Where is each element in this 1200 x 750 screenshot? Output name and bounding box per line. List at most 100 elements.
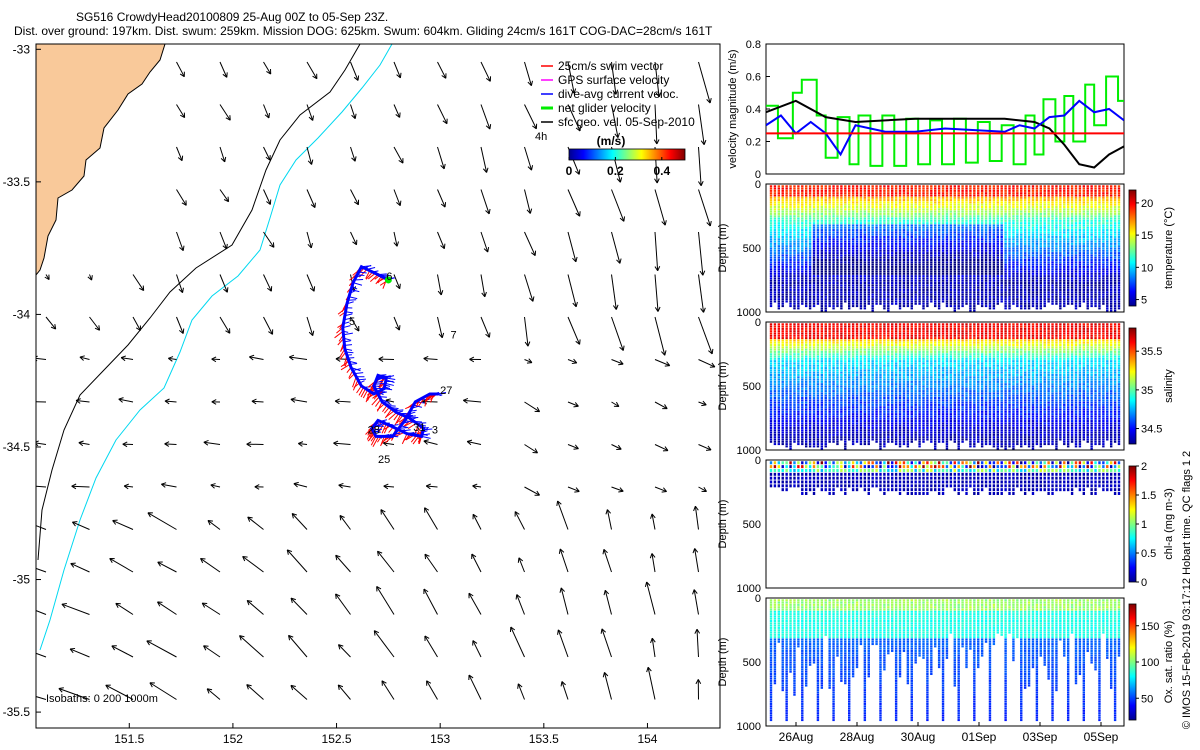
velocity-vector-head bbox=[149, 682, 155, 688]
swim-vector bbox=[376, 403, 385, 411]
profile-sample bbox=[1066, 265, 1070, 268]
profile-sample bbox=[969, 275, 972, 278]
profile-sample bbox=[1043, 293, 1046, 296]
profile-sample bbox=[820, 300, 824, 303]
profile-sample bbox=[949, 298, 953, 301]
profile-sample bbox=[973, 298, 976, 301]
profile-sample bbox=[801, 194, 804, 197]
profile-sample bbox=[1000, 268, 1003, 271]
profile-sample bbox=[902, 192, 906, 195]
profile-sample bbox=[902, 199, 906, 202]
profile-sample bbox=[867, 226, 870, 229]
profile-sample bbox=[801, 277, 804, 280]
profile-sample bbox=[1047, 212, 1050, 215]
profile-sample bbox=[969, 300, 972, 303]
velocity-vector-head bbox=[161, 482, 167, 488]
profile-sample bbox=[930, 235, 933, 238]
profile-sample bbox=[891, 222, 894, 225]
profile-sample bbox=[930, 270, 933, 273]
profile-sample bbox=[980, 187, 984, 190]
profile-sample bbox=[992, 199, 996, 202]
profile-sample bbox=[941, 245, 945, 248]
profile-sample bbox=[957, 300, 960, 303]
profile-sample bbox=[832, 298, 835, 301]
velocity-vector-head bbox=[249, 354, 255, 361]
profile-sample bbox=[769, 252, 773, 255]
profile-sample bbox=[1059, 270, 1062, 273]
profile-sample bbox=[1031, 282, 1035, 285]
profile-sample bbox=[812, 206, 816, 209]
profile-sample bbox=[871, 309, 874, 312]
swim-vector bbox=[366, 429, 373, 440]
profile-sample bbox=[953, 240, 956, 243]
profile-sample bbox=[1012, 270, 1015, 273]
profile-sample bbox=[914, 282, 917, 285]
profile-sample bbox=[1059, 305, 1062, 308]
profile-sample bbox=[848, 295, 851, 298]
profile-sample bbox=[1031, 291, 1035, 294]
profile-sample bbox=[988, 247, 992, 250]
profile-sample bbox=[808, 226, 812, 229]
profile-sample bbox=[773, 219, 777, 222]
profile-sample bbox=[891, 229, 894, 232]
profile-sample bbox=[769, 187, 773, 190]
profile-sample bbox=[930, 215, 933, 218]
profile-sample bbox=[945, 224, 949, 227]
profile-sample bbox=[984, 295, 988, 298]
profile-sample bbox=[887, 286, 890, 289]
velocity-vector bbox=[176, 189, 187, 206]
profile-sample bbox=[1039, 298, 1042, 301]
profile-sample bbox=[957, 231, 960, 234]
profile-sample bbox=[1059, 268, 1062, 271]
track-label: 25 bbox=[378, 454, 390, 466]
profile-sample bbox=[773, 201, 777, 204]
profile-sample bbox=[1031, 295, 1035, 298]
profile-sample bbox=[859, 293, 863, 296]
profile-sample bbox=[804, 254, 808, 257]
profile-sample bbox=[894, 212, 898, 215]
profile-sample bbox=[992, 233, 996, 236]
profile-sample bbox=[1000, 291, 1003, 294]
profile-sample bbox=[848, 254, 851, 257]
profile-sample bbox=[894, 231, 898, 234]
profile-sample bbox=[969, 286, 972, 289]
profile-sample bbox=[816, 224, 820, 227]
profile-sample bbox=[934, 192, 937, 195]
profile-sample bbox=[898, 279, 902, 282]
profile-sample bbox=[898, 231, 902, 234]
profile-sample bbox=[855, 270, 859, 273]
profile-sample bbox=[1004, 307, 1007, 310]
profile-sample bbox=[832, 201, 835, 204]
current-vector bbox=[436, 391, 447, 395]
profile-sample bbox=[851, 284, 855, 287]
profile-sample bbox=[859, 275, 863, 278]
profile-sample bbox=[992, 256, 996, 259]
profile-sample bbox=[1035, 263, 1039, 266]
profile-sample bbox=[1023, 307, 1027, 310]
profile-sample bbox=[1004, 242, 1007, 245]
profile-sample bbox=[875, 284, 878, 287]
profile-sample bbox=[961, 222, 964, 225]
profile-sample bbox=[836, 222, 839, 225]
profile-sample bbox=[879, 206, 882, 209]
profile-sample bbox=[945, 212, 949, 215]
profile-sample bbox=[1051, 231, 1054, 234]
velocity-vector bbox=[517, 683, 525, 700]
velocity-series-line bbox=[766, 99, 1124, 169]
velocity-vector bbox=[176, 274, 184, 293]
profile-sample bbox=[894, 215, 898, 218]
profile-sample bbox=[836, 300, 839, 303]
profile-sample bbox=[1027, 286, 1031, 289]
velocity-vector bbox=[377, 550, 395, 573]
profile-sample bbox=[891, 298, 894, 301]
profile-sample bbox=[804, 277, 808, 280]
profile-sample bbox=[840, 206, 843, 209]
profile-sample bbox=[965, 215, 968, 218]
velocity-vector bbox=[611, 444, 622, 450]
profile-sample bbox=[894, 242, 898, 245]
profile-sample bbox=[832, 187, 835, 190]
profile-sample bbox=[965, 189, 968, 192]
profile-sample bbox=[1004, 291, 1007, 294]
profile-sample bbox=[848, 300, 851, 303]
profile-sample bbox=[804, 215, 808, 218]
